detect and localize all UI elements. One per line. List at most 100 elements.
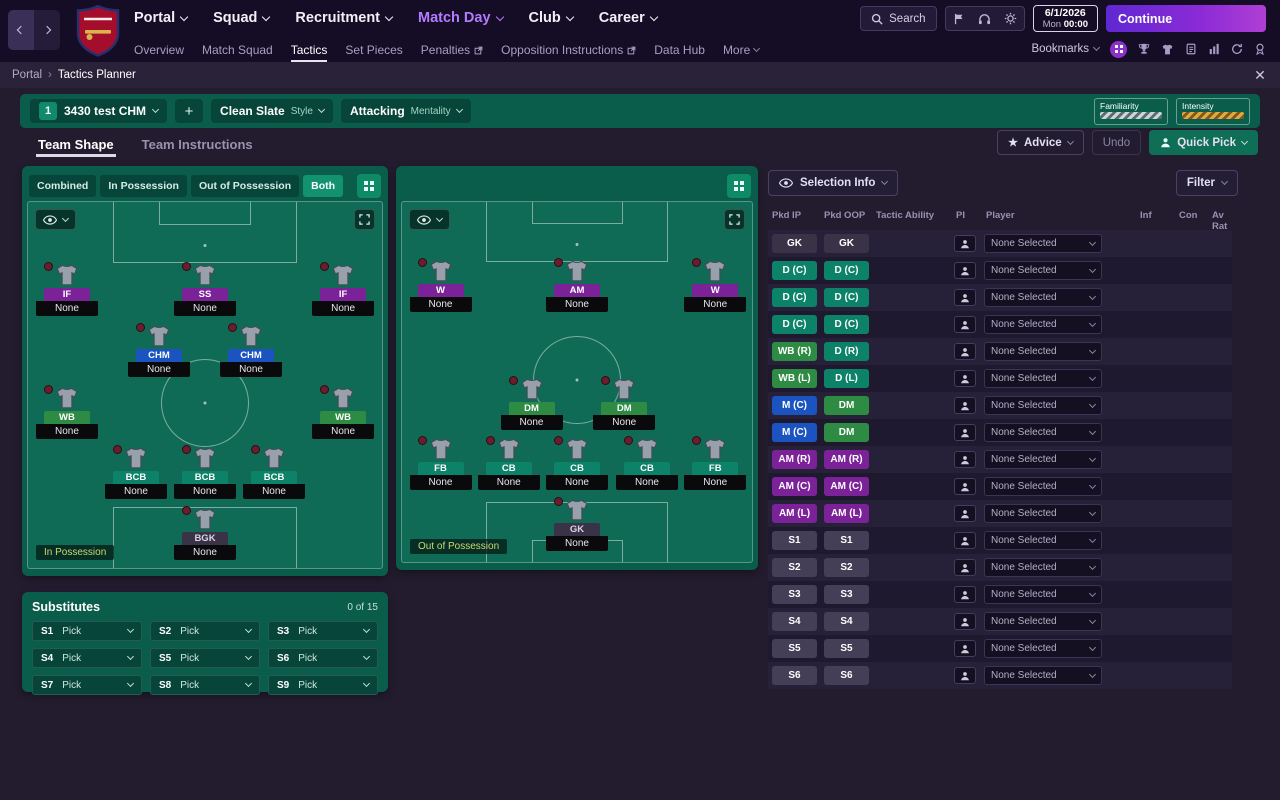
player-select-dropdown[interactable]: None Selected xyxy=(984,666,1102,685)
substitute-picker[interactable]: S3 Pick xyxy=(268,621,378,641)
close-icon[interactable]: ✕ xyxy=(1250,65,1270,85)
player-position[interactable]: WB None xyxy=(311,384,375,439)
picked-oop-badge[interactable]: S1 xyxy=(824,531,869,550)
player-position[interactable]: CB None xyxy=(477,435,541,490)
pitch-visibility-dropdown[interactable] xyxy=(409,209,450,230)
picked-oop-badge[interactable]: AM (R) xyxy=(824,450,869,469)
style-dropdown[interactable]: Clean Slate Style xyxy=(211,99,333,123)
player-instructions-button[interactable] xyxy=(954,559,976,576)
player-position[interactable]: CHM None xyxy=(219,322,283,377)
picked-ip-badge[interactable]: AM (R) xyxy=(772,450,817,469)
player-instructions-button[interactable] xyxy=(954,370,976,387)
toggle-out-of-possession[interactable]: Out of Possession xyxy=(190,175,300,197)
player-position[interactable]: BCB None xyxy=(242,445,306,500)
toggle-in-possession[interactable]: In Possession xyxy=(100,175,187,197)
undo-button[interactable]: Undo xyxy=(1091,130,1142,155)
substitute-picker[interactable]: S9 Pick xyxy=(268,675,378,695)
substitute-picker[interactable]: S8 Pick xyxy=(150,675,260,695)
player-position[interactable]: BCB None xyxy=(173,445,237,500)
menu-match-day[interactable]: Match Day xyxy=(418,10,504,26)
player-select-dropdown[interactable]: None Selected xyxy=(984,450,1102,469)
bookmarks-dropdown[interactable]: Bookmarks xyxy=(1031,43,1101,55)
notifications-badge[interactable] xyxy=(1110,40,1127,58)
picked-ip-badge[interactable]: S5 xyxy=(772,639,817,658)
breadcrumb-portal[interactable]: Portal xyxy=(12,69,43,81)
player-select-dropdown[interactable]: None Selected xyxy=(984,639,1102,658)
player-instructions-button[interactable] xyxy=(954,613,976,630)
stats-icon[interactable] xyxy=(1208,43,1220,55)
picked-oop-badge[interactable]: D (L) xyxy=(824,369,869,388)
gear-icon[interactable] xyxy=(998,7,1024,30)
picked-oop-badge[interactable]: DM xyxy=(824,423,869,442)
search-input[interactable]: Search xyxy=(860,6,937,31)
subnav-tactics[interactable]: Tactics xyxy=(291,36,328,62)
picked-oop-badge[interactable]: S3 xyxy=(824,585,869,604)
subnav-data-hub[interactable]: Data Hub xyxy=(654,36,705,62)
player-instructions-button[interactable] xyxy=(954,262,976,279)
picked-oop-badge[interactable]: D (C) xyxy=(824,261,869,280)
player-select-dropdown[interactable]: None Selected xyxy=(984,612,1102,631)
player-instructions-button[interactable] xyxy=(954,478,976,495)
menu-portal[interactable]: Portal xyxy=(134,10,189,26)
player-select-dropdown[interactable]: None Selected xyxy=(984,423,1102,442)
mentality-dropdown[interactable]: Attacking Mentality xyxy=(340,99,471,123)
trophy-icon[interactable] xyxy=(1138,43,1150,55)
picked-oop-badge[interactable]: AM (L) xyxy=(824,504,869,523)
picked-ip-badge[interactable]: S4 xyxy=(772,612,817,631)
picked-ip-badge[interactable]: M (C) xyxy=(772,423,817,442)
advice-button[interactable]: ★ Advice xyxy=(997,130,1084,155)
player-position[interactable]: DM None xyxy=(500,376,564,431)
toggle-both[interactable]: Both xyxy=(303,175,344,197)
picked-oop-badge[interactable]: D (C) xyxy=(824,315,869,334)
menu-squad[interactable]: Squad xyxy=(213,10,271,26)
player-instructions-button[interactable] xyxy=(954,640,976,657)
player-select-dropdown[interactable]: None Selected xyxy=(984,234,1102,253)
filter-button[interactable]: Filter xyxy=(1175,170,1238,196)
award-icon[interactable] xyxy=(1254,43,1266,55)
back-button[interactable] xyxy=(8,10,34,50)
player-instructions-button[interactable] xyxy=(954,235,976,252)
player-select-dropdown[interactable]: None Selected xyxy=(984,369,1102,388)
substitute-picker[interactable]: S5 Pick xyxy=(150,648,260,668)
menu-recruitment[interactable]: Recruitment xyxy=(295,10,394,26)
game-date[interactable]: 6/1/2026 Mon 00:00 xyxy=(1032,5,1098,32)
pitch-focus-button[interactable] xyxy=(354,209,375,230)
continue-button[interactable]: Continue xyxy=(1106,5,1266,32)
pitch-options-button[interactable] xyxy=(357,174,381,198)
player-select-dropdown[interactable]: None Selected xyxy=(984,396,1102,415)
player-position[interactable]: GK None xyxy=(545,497,609,551)
player-instructions-button[interactable] xyxy=(954,343,976,360)
player-instructions-button[interactable] xyxy=(954,586,976,603)
picked-oop-badge[interactable]: GK xyxy=(824,234,869,253)
picked-ip-badge[interactable]: S6 xyxy=(772,666,817,685)
picked-ip-badge[interactable]: S3 xyxy=(772,585,817,604)
picked-ip-badge[interactable]: GK xyxy=(772,234,817,253)
player-position[interactable]: IF None xyxy=(35,262,99,317)
menu-career[interactable]: Career xyxy=(599,10,658,26)
player-instructions-button[interactable] xyxy=(954,289,976,306)
substitute-picker[interactable]: S4 Pick xyxy=(32,648,142,668)
player-select-dropdown[interactable]: None Selected xyxy=(984,477,1102,496)
pitch-focus-button[interactable] xyxy=(724,209,745,230)
pitch-options-button[interactable] xyxy=(727,174,751,198)
picked-oop-badge[interactable]: S2 xyxy=(824,558,869,577)
subnav-opposition-instructions[interactable]: Opposition Instructions xyxy=(501,36,636,62)
picked-ip-badge[interactable]: S1 xyxy=(772,531,817,550)
picked-ip-badge[interactable]: D (C) xyxy=(772,261,817,280)
picked-ip-badge[interactable]: WB (L) xyxy=(772,369,817,388)
player-select-dropdown[interactable]: None Selected xyxy=(984,531,1102,550)
player-position[interactable]: SS None xyxy=(173,262,237,317)
club-crest[interactable] xyxy=(74,4,122,57)
menu-club[interactable]: Club xyxy=(529,10,575,26)
player-position[interactable]: FB None xyxy=(683,435,747,490)
player-position[interactable]: DM None xyxy=(592,376,656,431)
player-instructions-button[interactable] xyxy=(954,424,976,441)
picked-oop-badge[interactable]: S5 xyxy=(824,639,869,658)
player-instructions-button[interactable] xyxy=(954,532,976,549)
player-position[interactable]: WB None xyxy=(35,384,99,439)
player-position[interactable]: CB None xyxy=(615,435,679,490)
picked-ip-badge[interactable]: AM (L) xyxy=(772,504,817,523)
forward-button[interactable] xyxy=(34,10,60,50)
tab-team-shape[interactable]: Team Shape xyxy=(36,132,116,157)
refresh-icon[interactable] xyxy=(1231,43,1243,55)
